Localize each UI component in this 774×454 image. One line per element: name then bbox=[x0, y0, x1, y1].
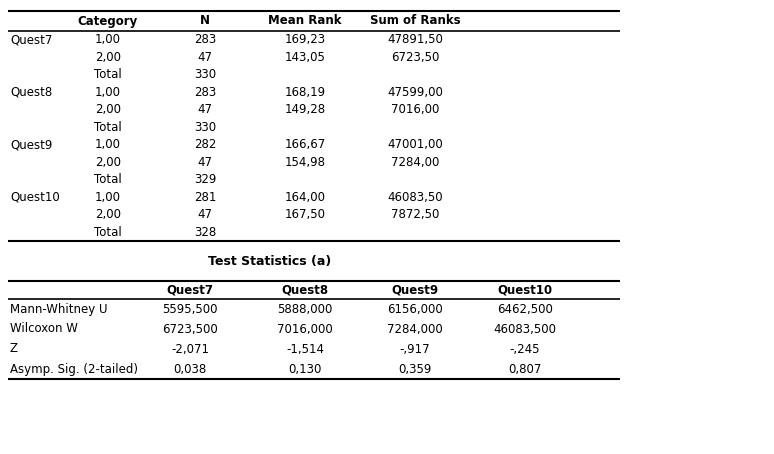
Text: 329: 329 bbox=[194, 173, 216, 186]
Text: 6462,500: 6462,500 bbox=[497, 302, 553, 316]
Text: 0,359: 0,359 bbox=[399, 362, 432, 375]
Text: 46083,500: 46083,500 bbox=[494, 322, 557, 336]
Text: Total: Total bbox=[94, 68, 122, 81]
Text: 2,00: 2,00 bbox=[95, 51, 121, 64]
Text: 328: 328 bbox=[194, 226, 216, 239]
Text: Total: Total bbox=[94, 173, 122, 186]
Text: 46083,50: 46083,50 bbox=[387, 191, 443, 204]
Text: 149,28: 149,28 bbox=[284, 103, 326, 116]
Text: Z: Z bbox=[10, 342, 18, 355]
Text: 1,00: 1,00 bbox=[95, 138, 121, 151]
Text: 282: 282 bbox=[194, 138, 216, 151]
Text: Asymp. Sig. (2-tailed): Asymp. Sig. (2-tailed) bbox=[10, 362, 138, 375]
Text: Quest9: Quest9 bbox=[392, 283, 439, 296]
Text: Quest7: Quest7 bbox=[166, 283, 214, 296]
Text: 47: 47 bbox=[197, 208, 213, 221]
Text: 7284,00: 7284,00 bbox=[391, 156, 439, 169]
Text: -,245: -,245 bbox=[510, 342, 540, 355]
Text: 6723,50: 6723,50 bbox=[391, 51, 439, 64]
Text: 169,23: 169,23 bbox=[284, 33, 326, 46]
Text: Category: Category bbox=[78, 15, 138, 28]
Text: 47: 47 bbox=[197, 103, 213, 116]
Text: Total: Total bbox=[94, 226, 122, 239]
Text: 330: 330 bbox=[194, 121, 216, 134]
Text: Quest8: Quest8 bbox=[282, 283, 328, 296]
Text: 5595,500: 5595,500 bbox=[163, 302, 217, 316]
Text: 167,50: 167,50 bbox=[285, 208, 326, 221]
Text: 5888,000: 5888,000 bbox=[277, 302, 333, 316]
Text: 47001,00: 47001,00 bbox=[387, 138, 443, 151]
Text: 154,98: 154,98 bbox=[285, 156, 326, 169]
Text: -,917: -,917 bbox=[399, 342, 430, 355]
Text: 330: 330 bbox=[194, 68, 216, 81]
Text: Quest8: Quest8 bbox=[10, 86, 53, 99]
Text: 2,00: 2,00 bbox=[95, 103, 121, 116]
Text: Test Statistics (a): Test Statistics (a) bbox=[208, 255, 331, 267]
Text: 281: 281 bbox=[194, 191, 216, 204]
Text: -1,514: -1,514 bbox=[286, 342, 324, 355]
Text: -2,071: -2,071 bbox=[171, 342, 209, 355]
Text: Quest10: Quest10 bbox=[10, 191, 60, 204]
Text: Quest9: Quest9 bbox=[10, 138, 53, 151]
Text: Mean Rank: Mean Rank bbox=[269, 15, 342, 28]
Text: 7016,000: 7016,000 bbox=[277, 322, 333, 336]
Text: 166,67: 166,67 bbox=[284, 138, 326, 151]
Text: Wilcoxon W: Wilcoxon W bbox=[10, 322, 78, 336]
Text: Sum of Ranks: Sum of Ranks bbox=[370, 15, 461, 28]
Text: 6723,500: 6723,500 bbox=[162, 322, 217, 336]
Text: 2,00: 2,00 bbox=[95, 156, 121, 169]
Text: 0,038: 0,038 bbox=[173, 362, 207, 375]
Text: 47: 47 bbox=[197, 51, 213, 64]
Text: 7284,000: 7284,000 bbox=[387, 322, 443, 336]
Text: 164,00: 164,00 bbox=[285, 191, 326, 204]
Text: 168,19: 168,19 bbox=[284, 86, 326, 99]
Text: 47599,00: 47599,00 bbox=[387, 86, 443, 99]
Text: 283: 283 bbox=[194, 33, 216, 46]
Text: 2,00: 2,00 bbox=[95, 208, 121, 221]
Text: 1,00: 1,00 bbox=[95, 191, 121, 204]
Text: 283: 283 bbox=[194, 86, 216, 99]
Text: 7872,50: 7872,50 bbox=[391, 208, 439, 221]
Text: 0,130: 0,130 bbox=[288, 362, 322, 375]
Text: Quest7: Quest7 bbox=[10, 33, 53, 46]
Text: 1,00: 1,00 bbox=[95, 86, 121, 99]
Text: 47: 47 bbox=[197, 156, 213, 169]
Text: Quest10: Quest10 bbox=[498, 283, 553, 296]
Text: 47891,50: 47891,50 bbox=[387, 33, 443, 46]
Text: Mann-Whitney U: Mann-Whitney U bbox=[10, 302, 108, 316]
Text: 0,807: 0,807 bbox=[509, 362, 542, 375]
Text: Total: Total bbox=[94, 121, 122, 134]
Text: 7016,00: 7016,00 bbox=[391, 103, 439, 116]
Text: 1,00: 1,00 bbox=[95, 33, 121, 46]
Text: 143,05: 143,05 bbox=[285, 51, 325, 64]
Text: 6156,000: 6156,000 bbox=[387, 302, 443, 316]
Text: N: N bbox=[200, 15, 210, 28]
